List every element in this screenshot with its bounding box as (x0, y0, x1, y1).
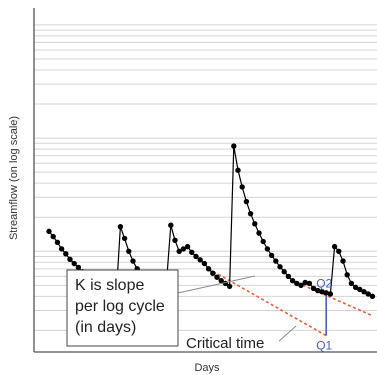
streamflow-point (344, 272, 350, 278)
streamflow-point (310, 285, 317, 292)
recession-lines (208, 268, 373, 337)
recession-line-1 (292, 279, 373, 317)
streamflow-point (264, 246, 271, 252)
streamflow-point (50, 233, 56, 240)
streamflow-point (327, 291, 334, 297)
streamflow-point (352, 284, 359, 291)
streamflow-point (189, 249, 195, 255)
streamflow-point (54, 239, 61, 246)
annotations: Q2 Q1 K is slope per log cycle (in days)… (66, 269, 333, 353)
streamflow-point (252, 221, 258, 227)
critical-time-label-background (183, 332, 279, 351)
streamflow-point (306, 280, 313, 287)
streamflow-point (319, 288, 325, 295)
streamflow-point (67, 256, 73, 262)
streamflow-point (130, 258, 136, 264)
k-slope-leader-line (177, 275, 256, 294)
streamflow-point (260, 238, 266, 245)
streamflow-point (331, 243, 338, 250)
streamflow-point (193, 253, 199, 260)
streamflow-point (315, 287, 321, 294)
streamflow-point (231, 143, 237, 149)
horizontal-gridlines (34, 24, 377, 331)
recession-line-2 (208, 268, 327, 337)
k-callout-line-3: (in days) (75, 319, 136, 336)
streamflow-point (218, 277, 224, 284)
streamflow-point (256, 230, 262, 236)
streamflow-point (348, 280, 355, 287)
streamflow-point (285, 273, 292, 280)
streamflow-point (281, 269, 287, 275)
streamflow-point (323, 290, 329, 296)
streamflow-point (176, 248, 182, 254)
streamflow-point (214, 274, 220, 280)
streamflow-point (197, 257, 203, 263)
critical-time-label: Critical time (186, 335, 264, 352)
critical-time-leader-line (277, 325, 297, 343)
streamflow-point (239, 184, 245, 190)
streamflow-point (361, 288, 367, 295)
streamflow-point (168, 222, 174, 228)
k-slope-callout-box (66, 269, 179, 347)
axes (33, 8, 377, 353)
streamflow-point (273, 258, 279, 264)
streamflow-point (365, 291, 371, 297)
x-axis-label: Days (194, 362, 220, 374)
streamflow-point (71, 260, 77, 267)
streamflow-point (298, 282, 304, 289)
streamflow-point (302, 279, 308, 286)
streamflow-point (369, 293, 376, 300)
streamflow-point (210, 270, 216, 276)
streamflow-point (247, 210, 254, 217)
streamflow-point (121, 235, 128, 242)
streamflow-point (226, 283, 233, 290)
k-callout-line-1: K is slope (75, 277, 144, 294)
streamflow-point (205, 266, 212, 272)
streamflow-point (336, 248, 342, 254)
streamflow-point (277, 264, 283, 270)
k-callout-line-2: per log cycle (75, 298, 165, 315)
streamflow-point (117, 223, 124, 230)
streamflow-point (172, 237, 178, 244)
streamflow-point (126, 248, 132, 254)
q2-label: Q2 (316, 276, 332, 290)
streamflow-point (235, 167, 241, 173)
streamflow-point (63, 251, 69, 257)
streamflow-point (58, 246, 65, 252)
streamflow-point (201, 260, 208, 267)
streamflow-point (340, 258, 346, 264)
streamflow-point (268, 252, 275, 259)
streamflow-point (294, 280, 300, 287)
streamflow-point (243, 198, 250, 205)
y-axis-label: Streamflow (on log scale) (8, 116, 20, 240)
q1-label: Q1 (316, 339, 332, 353)
streamflow-point (184, 243, 191, 250)
streamflow-point (46, 228, 52, 235)
streamflow-point (75, 264, 82, 271)
streamflow-point (357, 286, 363, 293)
streamflow-point (289, 277, 296, 284)
streamflow-point (180, 246, 187, 252)
